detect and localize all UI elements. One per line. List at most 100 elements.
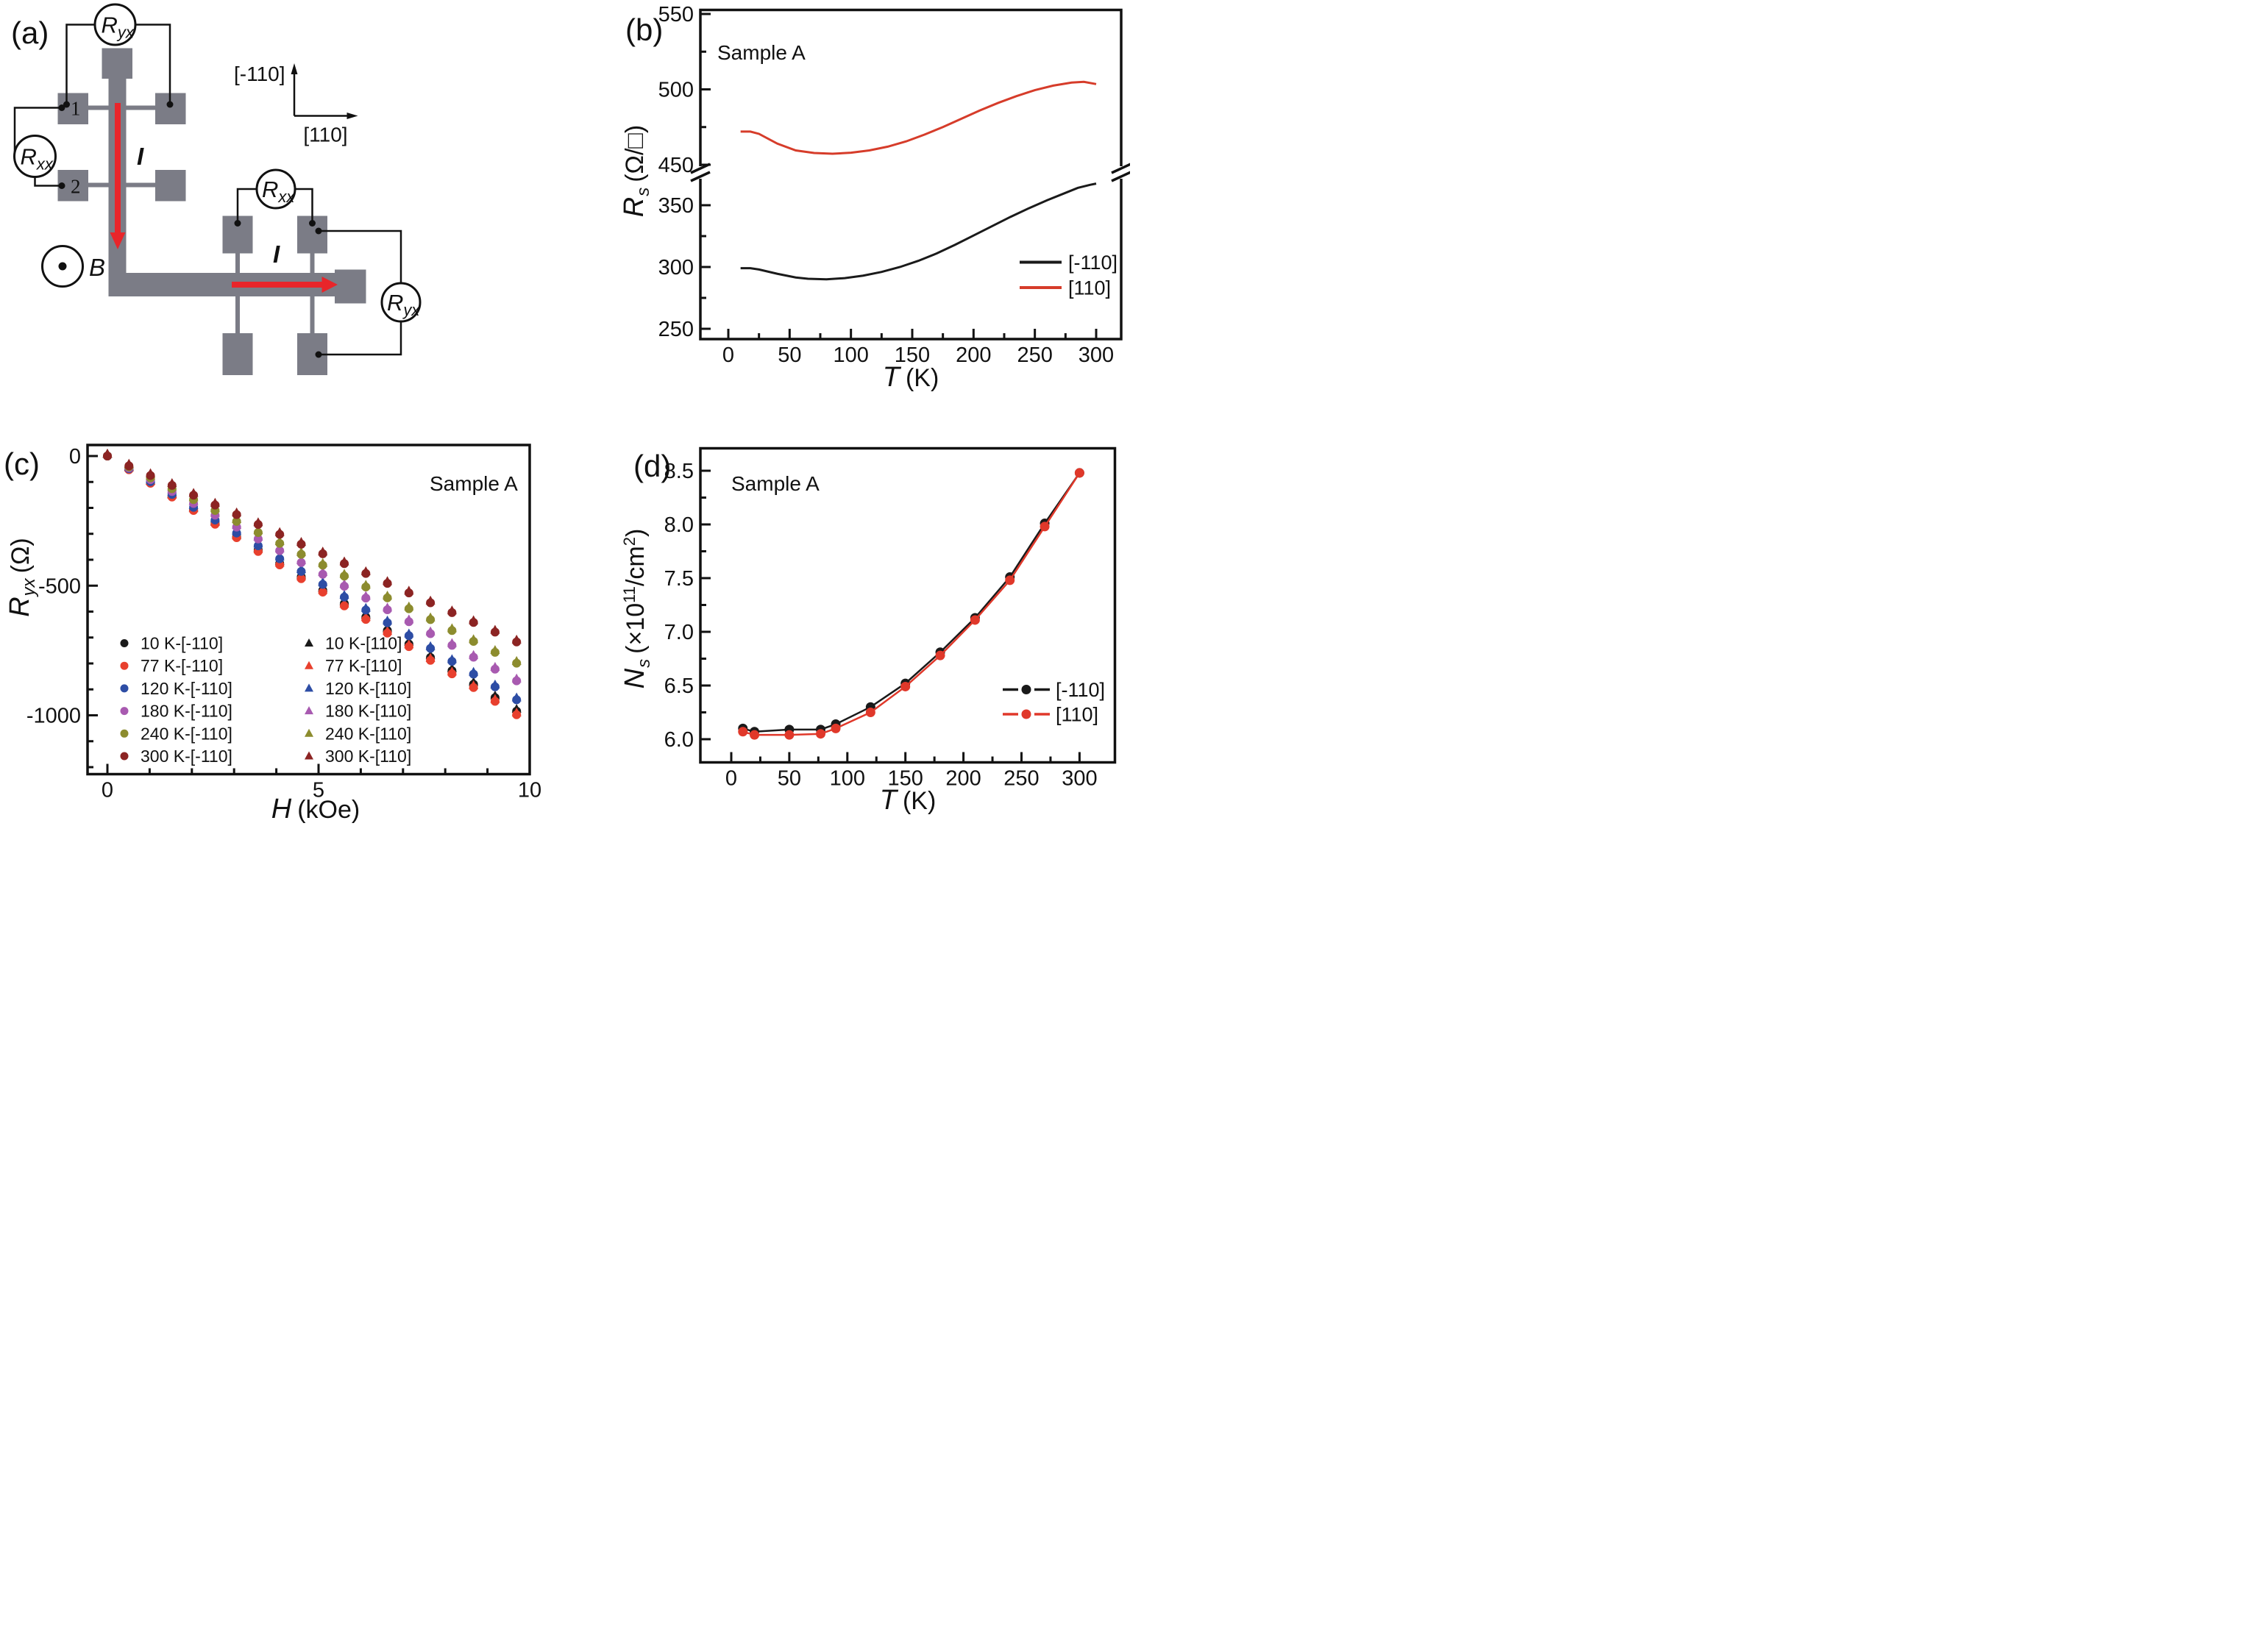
data-point	[383, 615, 393, 624]
data-point	[469, 666, 479, 676]
plot-content-d: 0 50 100 150 200 250 300 6.0 6.5 7.0 7.5 8.0 8.5 [-11…	[664, 460, 1105, 791]
panel-d-label: (d)	[633, 449, 671, 483]
legend-circle-marker	[120, 729, 129, 738]
data-point	[425, 595, 436, 605]
probe-arm	[235, 253, 240, 273]
x-tick-label: 50	[778, 343, 801, 367]
data-point	[360, 591, 371, 600]
x-tick-label: 300	[1062, 767, 1097, 791]
data-point	[383, 625, 393, 635]
data-point	[469, 649, 479, 659]
x-tick-label: 10	[518, 779, 541, 802]
data-point	[210, 497, 220, 507]
current-label-horizontal: I	[273, 241, 280, 268]
x-tick-label: 300	[1079, 343, 1114, 367]
current-arrow-right-icon	[232, 277, 338, 293]
legend-label: [110]	[1056, 704, 1098, 726]
data-point	[425, 612, 436, 622]
data-point	[425, 626, 436, 635]
data-point	[865, 708, 875, 717]
data-point	[188, 488, 199, 497]
x-tick-label: 200	[945, 767, 981, 791]
y-tick-label: 8.0	[664, 513, 694, 537]
legend-triangle-marker	[305, 661, 313, 669]
axis-break-icon	[690, 171, 711, 182]
data-point	[274, 543, 285, 552]
data-point	[360, 602, 371, 612]
plot-frame-d	[699, 446, 1117, 764]
legend-label: [-110]	[1068, 252, 1117, 274]
x-tick-label: 250	[1017, 343, 1052, 367]
legend-triangle-marker	[305, 751, 313, 760]
rxx-meter-icon	[13, 135, 57, 178]
data-point	[425, 641, 436, 650]
legend-circle-marker	[120, 684, 129, 693]
x-tick-label: 0	[725, 767, 737, 791]
figure-container: (a)	[0, 0, 1130, 826]
wire	[236, 188, 257, 224]
data-point	[296, 537, 306, 546]
legend-circle-marker	[1021, 709, 1031, 719]
legend-label: 180 K-[110]	[325, 702, 411, 721]
data-point	[784, 730, 795, 740]
sample-label-b: Sample A	[717, 41, 806, 64]
data-point	[404, 614, 414, 624]
axis-break-icon	[690, 163, 711, 174]
data-point	[318, 546, 328, 556]
data-point	[383, 576, 393, 585]
plot-content-c: 0 5 10 0 -500 -1000 10 K-[-110] 10 K-[110] 77 K-…	[26, 445, 541, 802]
arrow-right-icon	[347, 113, 358, 119]
panel-a-device-diagram: (a)	[11, 3, 422, 375]
data-point	[102, 449, 113, 458]
crystal-axes	[293, 73, 348, 117]
legend-circle-marker	[120, 707, 129, 716]
data-point	[447, 623, 457, 633]
legend-label: 77 K-[-110]	[141, 656, 223, 675]
data-series-markers-[110]	[738, 468, 1084, 740]
wire	[13, 107, 62, 157]
data-point	[511, 707, 522, 716]
panel-c-chart: (c) 0 5 10 0 -500 -1000 10 K-[-110] 10 K-[110] 7…	[4, 444, 541, 825]
x-axis-title-d: T (K)	[880, 785, 937, 816]
data-point	[404, 639, 414, 649]
panel-a-label: (a)	[11, 15, 49, 50]
crystal-axis-right-label: [110]	[303, 124, 347, 146]
y-tick-label: 6.0	[664, 728, 694, 752]
x-axis-title-b: T (K)	[883, 362, 939, 393]
probe-arm	[126, 182, 155, 188]
wire	[295, 188, 313, 224]
data-point	[404, 601, 414, 610]
y-tick-label: 250	[658, 318, 694, 341]
meter-label-rxx-h: Rxx	[262, 177, 295, 206]
data-series-markers-[-110]	[738, 468, 1084, 737]
sample-label-d: Sample A	[731, 472, 820, 495]
legend-circle-marker	[120, 639, 129, 647]
data-point	[469, 634, 479, 644]
panel-b-chart: (b) 0 50 100 150 200 250 300 450 500 550 250 300 350…	[619, 3, 1130, 393]
contact-number-1: 1	[71, 98, 81, 120]
field-label: B	[89, 254, 105, 281]
panel-d-chart: (d) 0 50 100 150 200 250 300 6.0 6.5 7.0 7.5 8.0 8.5…	[619, 446, 1117, 816]
data-point	[490, 661, 500, 671]
data-point	[274, 527, 285, 536]
ryx-meter-icon	[380, 282, 422, 323]
crystal-axis-up-label: [-110]	[234, 63, 285, 85]
legend-triangle-marker	[305, 638, 313, 647]
wire	[319, 321, 402, 356]
data-point	[738, 727, 748, 737]
y-tick-label: 6.5	[664, 674, 694, 698]
data-point	[447, 666, 457, 676]
y-tick-label: 8.5	[664, 460, 694, 483]
data-point	[318, 558, 328, 567]
data-point	[296, 546, 306, 556]
data-point	[339, 556, 349, 566]
x-tick-label: 150	[895, 343, 930, 367]
end-contact-pad	[335, 269, 366, 304]
y-tick-label: -500	[38, 574, 81, 598]
data-point	[490, 679, 500, 688]
data-point	[447, 638, 457, 647]
data-point	[935, 650, 945, 661]
data-point	[970, 615, 980, 625]
data-point	[750, 730, 760, 740]
x-axis-title-c: H (kOe)	[271, 794, 360, 825]
